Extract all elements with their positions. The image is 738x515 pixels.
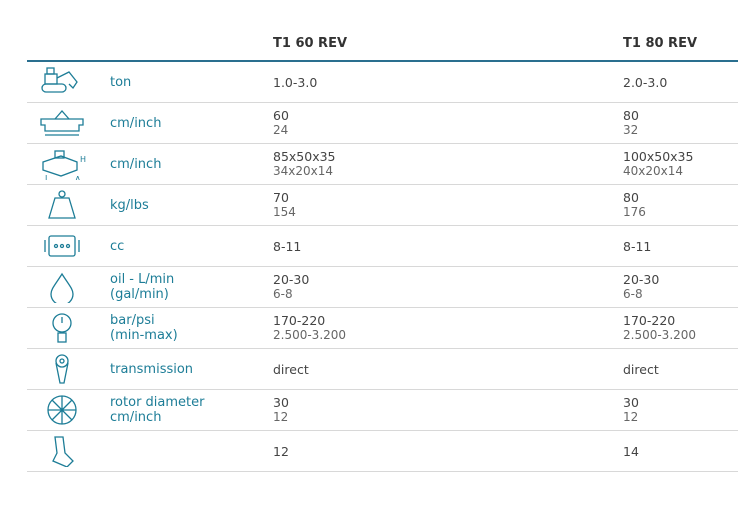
- value-text: 80: [623, 190, 639, 205]
- value-text: 2.500-3.200: [623, 328, 697, 342]
- value-text: 20-30: [623, 272, 660, 287]
- row-label: cc: [110, 238, 125, 254]
- table-row: cm/inch 60 24 80 32: [27, 103, 738, 144]
- value-text: 170-220: [273, 313, 326, 328]
- row-value: 14: [623, 431, 639, 471]
- table-row: cc 8-11 8-11: [27, 226, 738, 267]
- row-label: kg/lbs: [110, 197, 149, 213]
- engine-icon: [44, 235, 80, 257]
- row-value: 1.0-3.0: [273, 62, 317, 102]
- value-text: 34x20x14: [273, 164, 334, 178]
- row-value: direct: [273, 349, 309, 389]
- value-text: 154: [273, 205, 296, 219]
- oil-drop-icon: [50, 272, 74, 303]
- value-text: 6-8: [623, 287, 643, 301]
- value-text: 60: [273, 108, 289, 123]
- rotor-icon: [47, 395, 77, 425]
- row-value: 85x50x35 34x20x14: [273, 144, 336, 184]
- value-text: 20-30: [273, 272, 310, 287]
- table-row: 12 14: [27, 431, 738, 472]
- row-value: 60 24: [273, 103, 289, 143]
- column-header-t1-60: T1 60 REV: [273, 36, 348, 51]
- row-label: transmission: [110, 361, 194, 377]
- value-text: 70: [273, 190, 289, 205]
- value-text: 6-8: [273, 287, 293, 301]
- row-label: ton: [110, 74, 132, 90]
- row-label: cm/inch: [110, 115, 162, 131]
- value-text: 12: [623, 410, 639, 424]
- row-value: 80 32: [623, 103, 639, 143]
- svg-text:A: A: [75, 175, 81, 180]
- working-width-icon: [40, 110, 84, 136]
- row-value: 30 12: [623, 390, 639, 430]
- row-label: oil - L/min (gal/min): [110, 272, 175, 302]
- value-text: 100x50x35: [623, 149, 694, 164]
- value-text: direct: [623, 361, 659, 377]
- weight-icon: [48, 190, 76, 219]
- value-text: 2.500-3.200: [273, 328, 347, 342]
- row-value: 20-30 6-8: [273, 267, 309, 307]
- table-row: bar/psi (min-max) 170-220 2.500-3.200 170-2…: [27, 308, 738, 349]
- value-text: 85x50x35: [273, 149, 336, 164]
- row-value: direct: [623, 349, 659, 389]
- value-text: 1.0-3.0: [273, 74, 318, 90]
- value-text: 24: [273, 123, 289, 137]
- column-header-t1-80: T1 80 REV: [623, 36, 698, 51]
- excavator-icon: [41, 67, 78, 93]
- table-row: rotor diameter cm/inch 30 12 30 12: [27, 390, 738, 431]
- value-text: 12: [273, 410, 289, 424]
- transmission-icon: [55, 354, 69, 384]
- table-row: oil - L/min (gal/min) 20-30 6-8 20-30 6-8: [27, 267, 738, 308]
- value-text: direct: [273, 361, 309, 377]
- row-value: 170-220 2.500-3.200: [623, 308, 696, 348]
- value-text: 30: [623, 395, 639, 410]
- pressure-gauge-icon: [52, 313, 72, 343]
- row-value: 8-11: [623, 226, 651, 266]
- table-header: T1 60 REV T1 80 REV: [27, 30, 738, 62]
- value-text: 12: [273, 443, 289, 459]
- row-value: 8-11: [273, 226, 301, 266]
- value-text: 170-220: [623, 313, 676, 328]
- table-row: ton 1.0-3.0 2.0-3.0: [27, 62, 738, 103]
- table-row: transmission direct direct: [27, 349, 738, 390]
- value-text: 40x20x14: [623, 164, 684, 178]
- row-value: 80 176: [623, 185, 646, 225]
- tooth-icon: [52, 436, 74, 467]
- row-value: 170-220 2.500-3.200: [273, 308, 346, 348]
- spec-table: T1 60 REV T1 80 REV ton 1.0-3.0 2.0-3.0 cm/…: [27, 30, 738, 472]
- value-text: 32: [623, 123, 639, 137]
- row-label: rotor diameter cm/inch: [110, 395, 205, 425]
- svg-text:H: H: [80, 155, 86, 164]
- row-value: 100x50x35 40x20x14: [623, 144, 693, 184]
- row-value: 30 12: [273, 390, 289, 430]
- table-row: kg/lbs 70 154 80 176: [27, 185, 738, 226]
- value-text: 176: [623, 205, 646, 219]
- row-value: 12: [273, 431, 289, 471]
- row-value: 2.0-3.0: [623, 62, 667, 102]
- value-text: 8-11: [623, 238, 652, 254]
- value-text: 2.0-3.0: [623, 74, 668, 90]
- row-value: 20-30 6-8: [623, 267, 659, 307]
- row-label: cm/inch: [110, 156, 162, 172]
- row-value: 70 154: [273, 185, 296, 225]
- svg-text:L: L: [45, 174, 50, 180]
- value-text: 80: [623, 108, 639, 123]
- dimensions-icon: H L A: [42, 150, 86, 180]
- value-text: 14: [623, 443, 639, 459]
- value-text: 30: [273, 395, 289, 410]
- value-text: 8-11: [273, 238, 302, 254]
- row-label: bar/psi (min-max): [110, 313, 178, 343]
